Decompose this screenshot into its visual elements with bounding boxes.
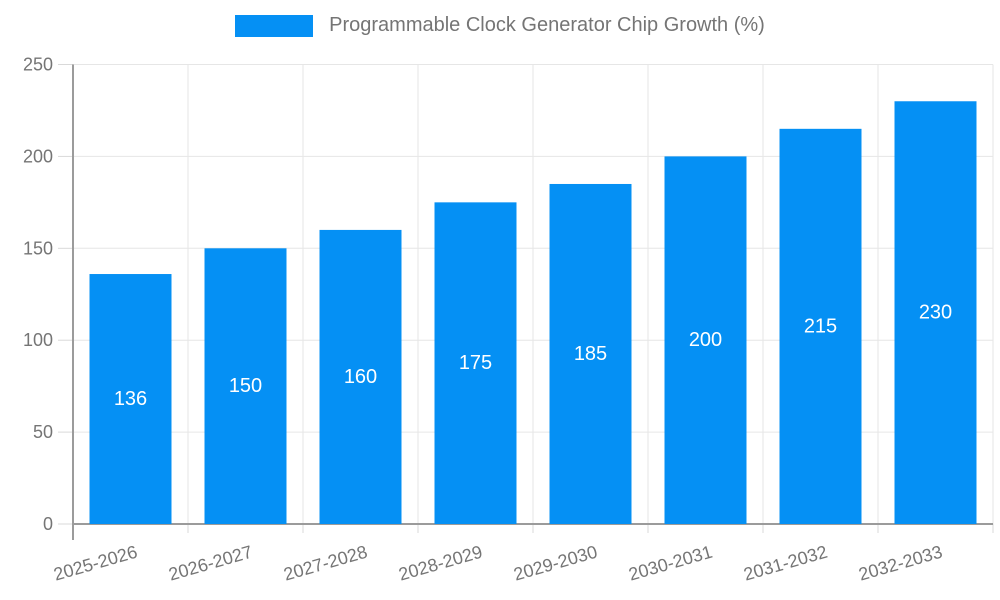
y-axis-tick-label: 250 bbox=[23, 55, 53, 75]
bar-value-label: 230 bbox=[919, 302, 952, 324]
chart-legend: Programmable Clock Generator Chip Growth… bbox=[0, 14, 1000, 37]
bar bbox=[549, 183, 632, 524]
x-axis-tick-label: 2029-2030 bbox=[511, 542, 599, 585]
x-axis-tick-label: 2032-2033 bbox=[856, 542, 944, 585]
x-axis-tick-label: 2028-2029 bbox=[396, 542, 484, 585]
x-axis-tick-label: 2031-2032 bbox=[741, 542, 829, 585]
bar-value-label: 185 bbox=[574, 343, 607, 365]
legend-swatch-icon bbox=[235, 14, 314, 37]
x-axis-tick-label: 2025-2026 bbox=[51, 542, 139, 585]
bar-value-label: 200 bbox=[689, 329, 722, 351]
bar bbox=[664, 156, 747, 524]
bar bbox=[894, 101, 977, 524]
y-axis-tick-label: 150 bbox=[23, 238, 53, 258]
bar-value-label: 160 bbox=[344, 366, 377, 388]
legend-label: Programmable Clock Generator Chip Growth… bbox=[329, 14, 765, 36]
bar-value-label: 175 bbox=[459, 352, 492, 374]
bar-value-label: 136 bbox=[114, 388, 147, 410]
bar bbox=[434, 202, 517, 524]
bar bbox=[89, 274, 172, 524]
y-axis-tick-label: 50 bbox=[33, 422, 53, 442]
x-axis-tick-label: 2030-2031 bbox=[626, 542, 714, 585]
bar bbox=[319, 229, 402, 525]
legend-item[interactable]: Programmable Clock Generator Chip Growth… bbox=[235, 14, 765, 37]
bar-value-label: 215 bbox=[804, 315, 837, 337]
x-axis-tick-label: 2026-2027 bbox=[166, 542, 254, 585]
bar bbox=[204, 248, 287, 525]
bar-value-label: 150 bbox=[229, 375, 262, 397]
y-axis-tick-label: 200 bbox=[23, 146, 53, 166]
bar bbox=[779, 128, 862, 524]
y-axis-tick-label: 0 bbox=[43, 514, 53, 534]
x-axis-tick-label: 2027-2028 bbox=[281, 542, 369, 585]
y-axis-tick-label: 100 bbox=[23, 330, 53, 350]
